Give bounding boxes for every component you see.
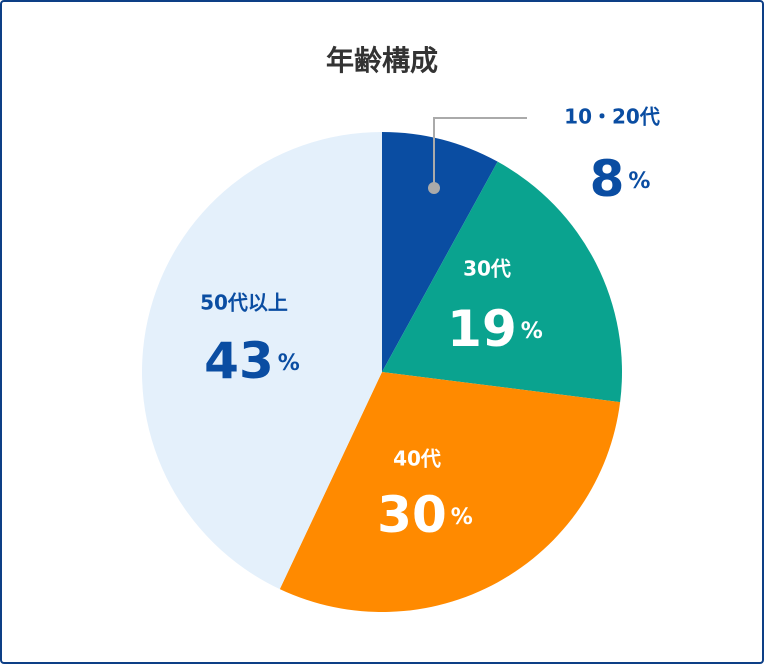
pie-slice (382, 132, 498, 372)
value-label: 30% (377, 486, 473, 544)
chart-title: 年齢構成 (326, 44, 438, 77)
pie-slice (279, 372, 621, 613)
leader-dot (428, 182, 440, 194)
category-label: 50代以上 (200, 291, 288, 315)
pie-slice (382, 161, 622, 403)
leader-line (433, 117, 527, 188)
category-label: 30代 (463, 257, 511, 281)
value-label: 19% (447, 300, 543, 358)
value-label: 8% (590, 150, 651, 208)
category-label: 10・20代 (564, 105, 660, 129)
pie-slice (142, 132, 382, 590)
value-label: 43% (204, 332, 300, 390)
category-label: 40代 (393, 447, 441, 471)
